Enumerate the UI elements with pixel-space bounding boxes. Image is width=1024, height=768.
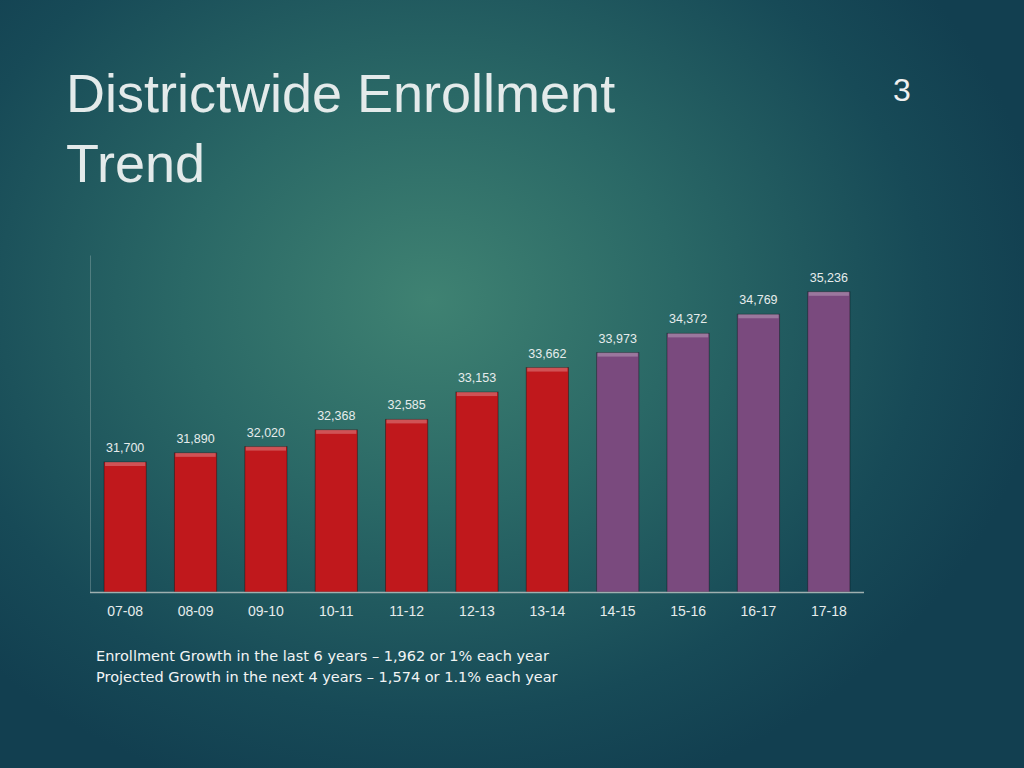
x-tick-label: 17-18 <box>811 603 847 619</box>
data-label: 31,700 <box>106 441 144 455</box>
data-label: 32,368 <box>317 409 355 423</box>
chart-svg: 07-08 08-09 09-10 10-11 11-12 12-13 13-14 14-15… <box>0 0 1024 768</box>
bars <box>104 292 850 592</box>
x-tick-label: 14-15 <box>600 603 636 619</box>
x-tick: 16-17 <box>741 592 777 619</box>
bar-bevel <box>316 430 356 434</box>
x-tick-label: 13-14 <box>529 603 565 619</box>
bar-bevel <box>668 333 708 337</box>
bar-bevel <box>175 453 215 457</box>
x-axis-line <box>90 592 864 594</box>
bar-bevel <box>387 419 427 423</box>
data-label: 32,585 <box>388 398 426 412</box>
chart-title: Districtwide Enrollment Trend <box>66 58 756 198</box>
bar-bevel <box>105 462 145 466</box>
data-label: 34,372 <box>669 312 707 326</box>
page-number: 3 <box>893 72 911 109</box>
x-tick-label: 15-16 <box>670 603 706 619</box>
x-tick: 09-10 <box>248 592 284 619</box>
data-label: 35,236 <box>810 271 848 285</box>
bar <box>386 419 428 592</box>
bar <box>104 462 146 592</box>
bar <box>597 353 639 592</box>
data-label: 32,020 <box>247 426 285 440</box>
x-tick: 11-12 <box>389 592 424 619</box>
x-tick-label: 09-10 <box>248 603 284 619</box>
x-tick: 17-18 <box>811 592 847 619</box>
bar-bevel <box>527 368 567 372</box>
bar-bevel <box>809 292 849 296</box>
x-tick-label: 12-13 <box>459 603 495 619</box>
x-tick: 14-15 <box>600 592 636 619</box>
x-tick-label: 07-08 <box>107 603 143 619</box>
bar <box>245 447 287 592</box>
bar <box>737 314 779 592</box>
x-tick: 08-09 <box>178 592 214 619</box>
data-label: 33,662 <box>528 347 566 361</box>
x-tick: 15-16 <box>670 592 706 619</box>
y-axis <box>90 256 91 593</box>
annotation: Enrollment Growth in the last 6 years – … <box>96 648 549 664</box>
bar <box>526 368 568 592</box>
data-label: 33,153 <box>458 371 496 385</box>
data-label: 34,769 <box>739 293 777 307</box>
bar <box>456 392 498 592</box>
y-axis-line <box>90 256 91 593</box>
bar <box>315 430 357 592</box>
x-axis: 07-08 08-09 09-10 10-11 11-12 12-13 13-14 14-15… <box>90 592 864 619</box>
x-tick-label: 16-17 <box>741 603 777 619</box>
bar <box>808 292 850 592</box>
data-label: 31,890 <box>176 432 214 446</box>
bar <box>667 333 709 592</box>
bar <box>174 453 216 592</box>
annotation: Projected Growth in the next 4 years – 1… <box>96 669 558 685</box>
bar-bevel <box>457 392 497 396</box>
x-tick: 12-13 <box>459 592 495 619</box>
x-tick: 13-14 <box>529 592 565 619</box>
x-tick-label: 10-11 <box>319 603 354 619</box>
x-tick-label: 08-09 <box>178 603 214 619</box>
x-tick: 07-08 <box>107 592 143 619</box>
bar-bevel <box>246 447 286 451</box>
x-tick-label: 11-12 <box>389 603 424 619</box>
data-labels: 31,700 31,890 32,020 32,368 32,585 33,153 33,6… <box>106 271 848 455</box>
x-tick: 10-11 <box>319 592 354 619</box>
bar-bevel <box>738 314 778 318</box>
data-label: 33,973 <box>599 332 637 346</box>
annotations: Enrollment Growth in the last 6 years – … <box>96 648 558 685</box>
bar-bevel <box>598 353 638 357</box>
